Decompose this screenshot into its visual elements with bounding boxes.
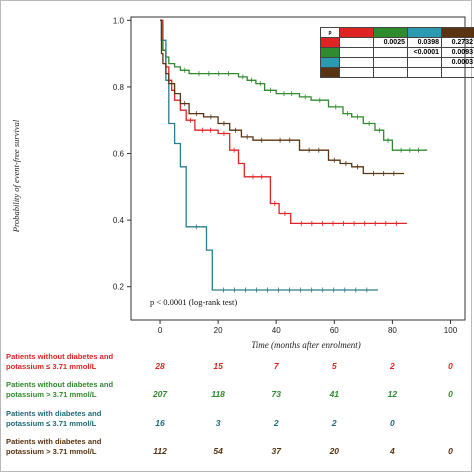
y-tick-label: 0.2: [113, 283, 125, 292]
risk-count: 0: [390, 418, 395, 428]
y-tick-label: 0.8: [113, 83, 125, 92]
survival-curve-0: [160, 19, 407, 225]
survival-curves: [160, 19, 428, 293]
risk-count: 37: [271, 446, 281, 456]
risk-count: 28: [155, 361, 165, 371]
pvalue-row-swatch: [320, 37, 340, 48]
risk-count: 0: [448, 389, 453, 399]
risk-count: 15: [213, 361, 223, 371]
risk-count: 7: [273, 361, 279, 371]
pvalue-cell: 0.0093: [441, 47, 474, 58]
logrank-annotation: p < 0.0001 (log-rank test): [150, 297, 237, 307]
risk-count: 112: [153, 446, 167, 456]
risk-count: 207: [152, 389, 168, 399]
pvalue-row-swatch: [320, 67, 340, 78]
pvalue-cell: [407, 67, 442, 78]
axes: 0 20 40 60 80 100 0.2 0.4 0.6 0.8 1.0: [113, 16, 466, 335]
pvalue-cell: 0.0003: [441, 57, 474, 68]
y-tick-label: 0.4: [113, 216, 125, 225]
risk-count: 73: [271, 389, 281, 399]
x-tick-label: 0: [158, 326, 163, 335]
risk-count: 118: [211, 389, 225, 399]
x-tick-label: 20: [214, 326, 223, 335]
pvalue-cell: 0.0025: [373, 37, 408, 48]
risk-row-label: Patients with diabetes and potassium ≤ 3…: [6, 409, 102, 428]
pvalue-cell: [339, 47, 374, 58]
risk-count: 20: [329, 446, 340, 456]
risk-count: 0: [448, 361, 453, 371]
y-tick-label: 0.6: [113, 150, 125, 159]
pvalue-header-swatch: [441, 27, 474, 38]
risk-row-label: Patients without diabetes and potassium …: [6, 380, 114, 399]
pvalue-cell: [373, 57, 408, 68]
risk-count: 3: [215, 418, 221, 428]
risk-count: 0: [448, 446, 453, 456]
y-axis-title: Probability of event-free survival: [11, 119, 21, 233]
x-axis-title: Time (months after enrolment): [251, 340, 360, 350]
pvalue-header-swatch: [407, 27, 442, 38]
survival-curve-1: [160, 19, 428, 151]
risk-count: 16: [155, 418, 165, 428]
pvalue-cell: [373, 67, 408, 78]
risk-count: 41: [329, 389, 340, 399]
pvalue-table: p 0.0025 0.0398 0.2732 <0.0001 0.0093 0.0003: [320, 27, 474, 78]
pvalue-cell: 0.0398: [407, 37, 442, 48]
survival-curve-2: [160, 19, 378, 291]
pvalue-header-p: p: [320, 27, 340, 38]
pvalue-cell: [441, 67, 474, 78]
risk-count: 4: [390, 446, 395, 456]
pvalue-header-swatch: [373, 27, 408, 38]
x-tick-label: 100: [444, 326, 458, 335]
pvalue-cell: [339, 57, 374, 68]
pvalue-cell: [339, 37, 374, 48]
pvalue-cell: [339, 67, 374, 78]
risk-count: 5: [331, 361, 337, 371]
risk-count: 2: [331, 418, 337, 428]
risk-row-label: Patients without diabetes and potassium …: [6, 352, 114, 371]
x-tick-label: 80: [388, 326, 397, 335]
x-tick-label: 60: [330, 326, 339, 335]
y-tick-label: 1.0: [113, 16, 125, 25]
pvalue-cell: [373, 47, 408, 58]
pvalue-row-swatch: [320, 57, 340, 68]
risk-count: 12: [387, 389, 398, 399]
risk-count: 2: [390, 361, 395, 371]
pvalue-cell: <0.0001: [407, 47, 442, 58]
survival-curve-3: [160, 19, 404, 175]
plot-border: [130, 16, 466, 321]
risk-count: 54: [213, 446, 223, 456]
pvalue-row-swatch: [320, 47, 340, 58]
x-tick-label: 40: [272, 326, 281, 335]
pvalue-header-swatch: [339, 27, 374, 38]
pvalue-cell: 0.2732: [441, 37, 474, 48]
pvalue-cell: [407, 57, 442, 68]
risk-row-label: Patients with diabetes and potassium > 3…: [6, 437, 102, 456]
risk-count: 2: [273, 418, 279, 428]
